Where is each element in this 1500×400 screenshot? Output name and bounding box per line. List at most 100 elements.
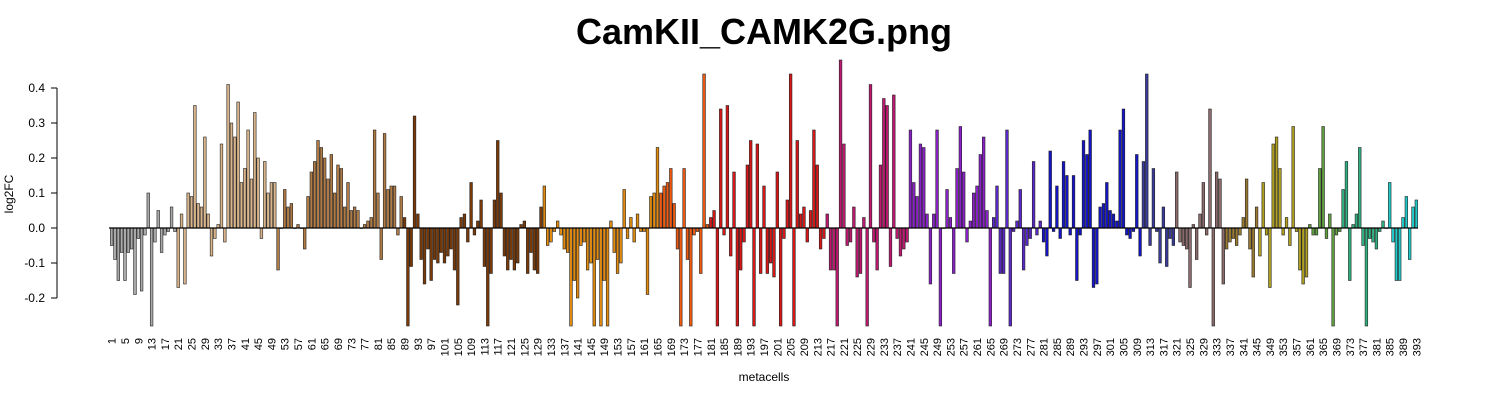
bar xyxy=(1254,206,1259,229)
bar xyxy=(1205,227,1209,236)
y-tick-label: 0.4 xyxy=(28,81,45,95)
bar xyxy=(762,185,766,229)
bar xyxy=(472,227,477,236)
bar xyxy=(878,164,883,229)
bar xyxy=(1005,129,1009,229)
bar xyxy=(772,227,776,278)
x-tick-label: 369 xyxy=(1331,338,1343,356)
bar xyxy=(289,203,294,229)
bar xyxy=(792,227,796,327)
x-tick-label: 85 xyxy=(386,338,398,350)
y-axis: -0.2 -0.1 0.0 0.1 0.2 0.3 0.4 xyxy=(24,81,58,305)
bar xyxy=(719,108,723,229)
x-tick-label: 129 xyxy=(533,338,545,356)
bar xyxy=(1128,227,1132,239)
bar xyxy=(1095,227,1099,285)
bar xyxy=(938,227,943,327)
bar xyxy=(303,227,307,250)
bar xyxy=(499,192,503,229)
bar xyxy=(163,227,167,236)
bar xyxy=(1251,227,1255,278)
bar xyxy=(785,199,789,229)
bar xyxy=(1121,108,1126,229)
bar xyxy=(775,171,779,229)
bar xyxy=(589,227,593,264)
bar xyxy=(123,227,127,281)
bar xyxy=(1291,126,1295,229)
bar xyxy=(1031,161,1036,229)
x-tick-label: 77 xyxy=(360,338,372,350)
bar xyxy=(632,227,636,243)
bar xyxy=(1001,227,1006,274)
x-tick-label: 169 xyxy=(666,338,678,356)
bar xyxy=(928,227,933,285)
bar xyxy=(522,220,526,229)
bar xyxy=(366,220,370,229)
bar xyxy=(532,227,536,271)
x-axis-label: metacells xyxy=(739,370,790,384)
bar xyxy=(742,227,746,243)
bar xyxy=(559,227,563,236)
bar xyxy=(429,227,433,281)
bar xyxy=(992,217,996,229)
bar xyxy=(466,227,470,243)
bar xyxy=(143,227,147,236)
bar xyxy=(1391,227,1395,243)
bar xyxy=(130,227,134,250)
bar xyxy=(595,227,600,260)
x-tick-label: 109 xyxy=(466,338,478,356)
bar xyxy=(1078,227,1082,236)
bar xyxy=(769,227,773,264)
bar xyxy=(1354,213,1359,229)
bar xyxy=(1361,227,1365,246)
bar xyxy=(326,178,330,229)
bar xyxy=(239,182,244,229)
bar xyxy=(233,136,237,229)
bar xyxy=(329,154,333,229)
bar xyxy=(409,227,413,267)
bar xyxy=(469,182,473,229)
bar xyxy=(649,196,653,229)
bar xyxy=(536,227,540,274)
bar xyxy=(948,217,953,229)
bar xyxy=(442,227,447,264)
bar xyxy=(283,189,287,229)
bar xyxy=(259,227,264,239)
x-tick-label: 65 xyxy=(320,338,332,350)
x-tick-label: 33 xyxy=(213,338,225,350)
bar xyxy=(659,192,663,229)
bar xyxy=(422,227,427,285)
bar xyxy=(868,84,873,229)
x-tick-label: 321 xyxy=(1172,338,1184,356)
bar xyxy=(1185,227,1189,250)
bar xyxy=(1055,185,1059,229)
x-tick-label: 221 xyxy=(839,338,851,356)
x-tick-label: 193 xyxy=(746,338,758,356)
bar xyxy=(1075,227,1079,281)
x-tick-label: 97 xyxy=(426,338,438,350)
bar xyxy=(998,227,1002,274)
x-tick-label: 325 xyxy=(1185,338,1197,356)
bar xyxy=(798,213,803,229)
bar xyxy=(822,227,826,239)
x-tick-label: 25 xyxy=(187,338,199,350)
bar xyxy=(908,129,913,229)
bar xyxy=(542,185,546,229)
x-tick-label: 289 xyxy=(1065,338,1077,356)
bar xyxy=(372,129,377,229)
bar xyxy=(905,227,909,243)
bar xyxy=(935,129,939,229)
bar xyxy=(339,168,343,229)
bar xyxy=(1021,227,1026,271)
x-tick-label: 237 xyxy=(892,338,904,356)
bar xyxy=(419,227,423,260)
x-tick-label: 245 xyxy=(919,338,931,356)
x-tick-label: 357 xyxy=(1292,338,1304,356)
x-tick-label: 53 xyxy=(280,338,292,350)
bar xyxy=(539,206,543,229)
x-tick-label: 349 xyxy=(1265,338,1277,356)
bar xyxy=(752,227,756,327)
bar xyxy=(153,227,157,243)
bar xyxy=(1015,220,1019,229)
